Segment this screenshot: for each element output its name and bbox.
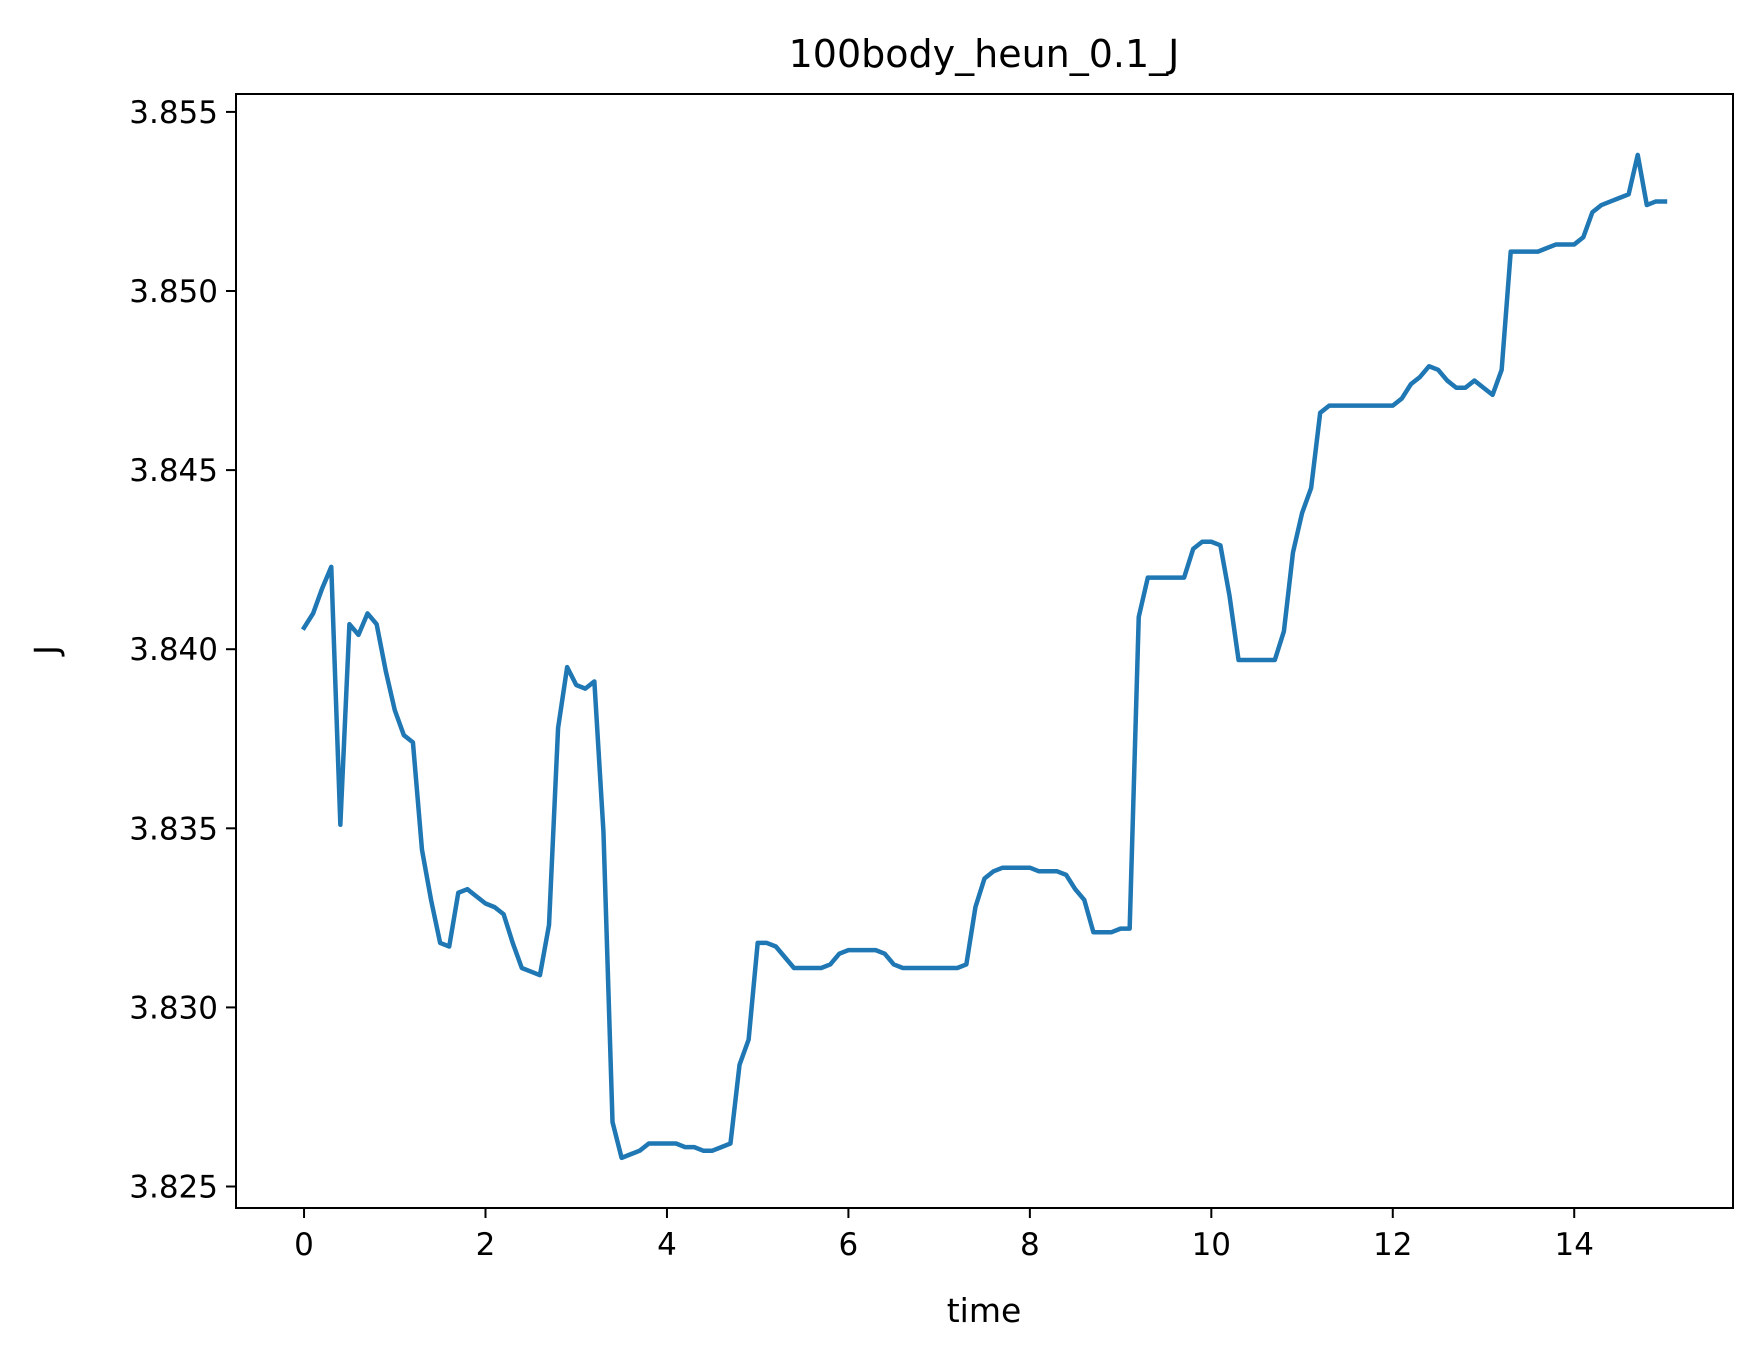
chart-title: 100body_heun_0.1_J	[789, 32, 1180, 76]
x-tick-label: 4	[657, 1227, 677, 1263]
y-tick-label: 3.845	[129, 453, 218, 489]
y-tick-label: 3.840	[129, 632, 218, 668]
x-tick-label: 8	[1020, 1227, 1040, 1263]
x-tick-label: 6	[839, 1227, 859, 1263]
x-tick-label: 10	[1192, 1227, 1231, 1263]
y-tick-label: 3.850	[129, 274, 218, 310]
x-tick-label: 0	[294, 1227, 314, 1263]
y-axis-label: J	[27, 645, 66, 657]
y-tick-label: 3.855	[129, 95, 218, 131]
x-tick-label: 12	[1373, 1227, 1412, 1263]
series-line	[300, 152, 1668, 1161]
x-axis: 0 2 4 6 8 10 12 14	[294, 1208, 1594, 1263]
x-tick-label: 14	[1555, 1227, 1594, 1263]
y-tick-label: 3.825	[129, 1170, 218, 1206]
axes-frame	[235, 93, 1734, 1209]
y-axis: 3.825 3.830 3.835 3.840 3.845 3.850 3.855	[129, 95, 236, 1206]
y-tick-label: 3.830	[129, 990, 218, 1026]
y-tick-label: 3.835	[129, 811, 218, 847]
x-tick-label: 2	[476, 1227, 496, 1263]
x-axis-label: time	[947, 1291, 1022, 1330]
plot-area	[235, 93, 1734, 1209]
